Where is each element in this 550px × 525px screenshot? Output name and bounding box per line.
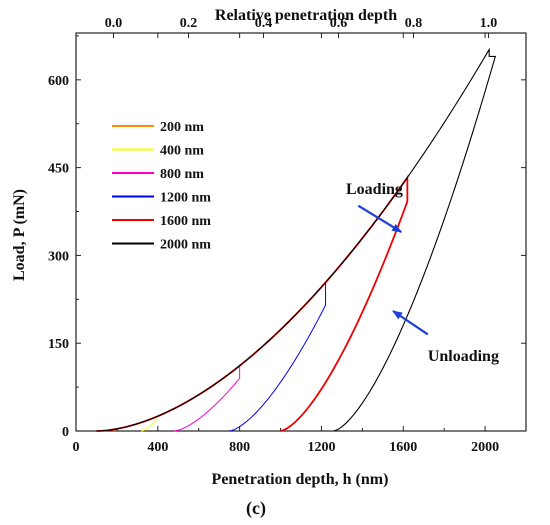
top-tick-label: 0.0: [105, 16, 123, 31]
panel-label: (c): [246, 498, 266, 519]
x-tick-label: 1200: [307, 440, 335, 455]
annotations: Loading Unloading: [346, 181, 499, 365]
y-tick-label: 450: [48, 162, 69, 177]
top-axis-title: Relative penetration depth: [215, 7, 397, 24]
plot-frame: [75, 32, 527, 432]
series-curve-1600-nm: [96, 174, 409, 432]
curves: [96, 47, 497, 432]
series-curve-800-nm: [96, 364, 241, 432]
top-tick-label: 0.6: [330, 16, 348, 31]
y-tick-label: 150: [48, 337, 69, 352]
series-curve-400-nm: [96, 415, 159, 432]
legend-label: 200 nm: [160, 120, 204, 135]
x-tick-label: 2000: [471, 440, 499, 455]
top-tick-label: 1.0: [480, 16, 498, 31]
y-axis-title: Load, P (mN): [11, 189, 28, 281]
legend-label: 1200 nm: [160, 191, 211, 206]
y-tick-label: 300: [48, 249, 69, 264]
legend-label: 1600 nm: [160, 214, 211, 229]
legend: 200 nm 400 nm 800 nm 1200 nm 1600 nm 2000 nm: [112, 120, 211, 253]
annotation-text: Unloading: [428, 348, 499, 365]
x-tick-label: 400: [147, 440, 168, 455]
top-tick-label: 0.2: [180, 16, 198, 31]
annotation-text: Loading: [346, 181, 403, 198]
series-curve-2000-nm: [96, 47, 497, 432]
top-tick-label: 0.8: [405, 16, 423, 31]
x-axis-title: Penetration depth, h (nm): [212, 471, 389, 488]
tick-labels: 0 400 800 1200 1600 2000 0 150 300 450 600 0.0 0.2 0.…: [48, 16, 499, 455]
y-tick-label: 600: [48, 74, 69, 89]
legend-label: 2000 nm: [160, 238, 211, 253]
x-tick-label: 1600: [389, 440, 417, 455]
top-tick-label: 0.4: [255, 16, 273, 31]
x-tick-label: 800: [229, 440, 250, 455]
y-tick-label: 0: [62, 425, 69, 440]
legend-label: 800 nm: [160, 167, 204, 182]
x-tick-label: 0: [73, 440, 80, 455]
tick-marks: [75, 33, 526, 432]
legend-label: 400 nm: [160, 144, 204, 159]
annotation-arrow: [392, 310, 429, 336]
annotation-arrow: [357, 204, 403, 233]
